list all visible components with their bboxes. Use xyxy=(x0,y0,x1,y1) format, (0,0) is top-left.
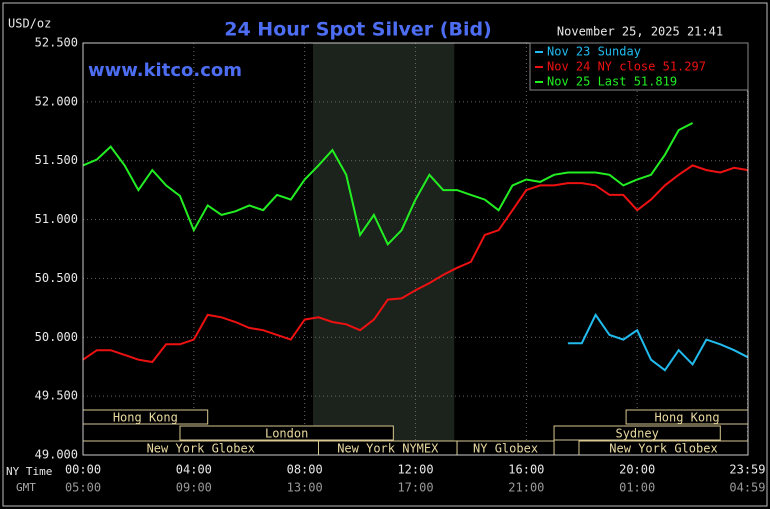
y-tick-label: 51.000 xyxy=(35,212,78,226)
session-label: New York Globex xyxy=(147,442,255,456)
legend-label: Nov 25 Last 51.819 xyxy=(547,75,677,89)
x-axis-label: NY Time xyxy=(6,465,52,478)
x2-tick-label: 09:00 xyxy=(176,481,212,495)
plot-border xyxy=(82,42,749,456)
x2-axis-label: GMT xyxy=(16,481,36,494)
y-tick-label: 52.500 xyxy=(35,36,78,50)
x2-tick-label: 05:00 xyxy=(65,481,101,495)
timestamp: November 25, 2025 21:41 xyxy=(557,25,723,39)
x2-tick-label: 04:59 xyxy=(729,481,765,495)
session-box xyxy=(553,425,721,441)
x-tick-label: 08:00 xyxy=(287,463,323,477)
y-tick-label: 50.000 xyxy=(35,330,78,344)
x-tick-label: 04:00 xyxy=(176,463,212,477)
x-tick-label: 16:00 xyxy=(508,463,544,477)
y-axis-label: USD/oz xyxy=(8,17,51,31)
session-label: Sydney xyxy=(615,427,658,441)
session-label: New York Globex xyxy=(609,442,717,456)
legend-label: Nov 24 NY close 51.297 xyxy=(547,60,706,74)
session-box xyxy=(179,425,394,441)
chart-title: 24 Hour Spot Silver (Bid) xyxy=(224,19,491,41)
series-line xyxy=(82,164,749,364)
y-tick-label: 49.000 xyxy=(35,448,78,462)
series-line xyxy=(82,122,694,247)
y-tick-label: 52.000 xyxy=(35,94,78,108)
legend-label: Nov 23 Sunday xyxy=(547,45,641,59)
x-tick-label: 20:00 xyxy=(619,463,655,477)
series-line xyxy=(567,312,749,372)
legend xyxy=(529,42,749,91)
session-label: Hong Kong xyxy=(113,411,178,425)
session-label: New York NYMEX xyxy=(337,442,439,456)
session-label: Hong Kong xyxy=(655,411,720,425)
x-tick-label: 23:59 xyxy=(729,463,765,477)
y-tick-label: 50.500 xyxy=(35,271,78,285)
session-label: NY Globex xyxy=(473,442,538,456)
session-label: London xyxy=(265,427,308,441)
x2-tick-label: 01:00 xyxy=(619,481,655,495)
watermark: www.kitco.com xyxy=(88,60,242,81)
x2-tick-label: 13:00 xyxy=(287,481,323,495)
x2-tick-label: 17:00 xyxy=(397,481,433,495)
x2-tick-label: 21:00 xyxy=(508,481,544,495)
y-tick-label: 51.500 xyxy=(35,153,78,167)
y-tick-label: 49.500 xyxy=(35,389,78,403)
x-tick-label: 12:00 xyxy=(397,463,433,477)
x-tick-label: 00:00 xyxy=(65,463,101,477)
shaded-span xyxy=(312,43,455,455)
